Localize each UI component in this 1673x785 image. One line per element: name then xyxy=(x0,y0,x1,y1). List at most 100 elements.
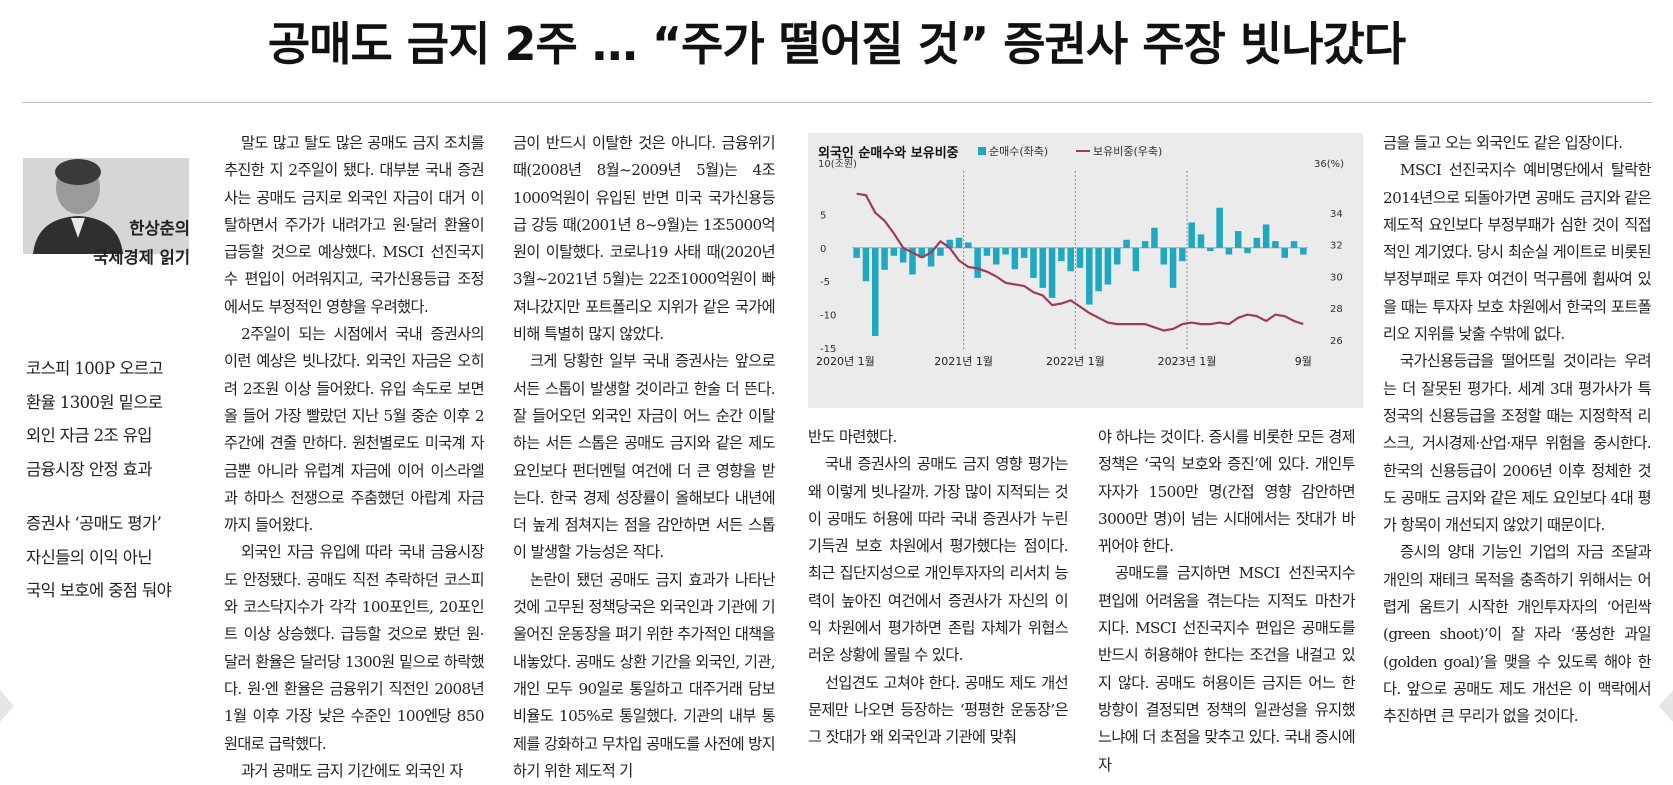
bar-35 xyxy=(1179,247,1186,262)
bar-3 xyxy=(881,247,888,270)
paragraph: 반도 마련했다. xyxy=(808,428,897,446)
summary-block-2: 증권사 ‘공매도 평가’ 자신들의 이익 아닌 국익 보호에 중점 둬야 xyxy=(26,507,206,608)
bar-6 xyxy=(909,247,916,275)
paragraph: 선입견도 고쳐야 한다. 공매도 제도 개선 문제만 나오면 등장하는 ‘평평한… xyxy=(808,673,1069,747)
bar-15 xyxy=(992,247,1000,265)
bar-23 xyxy=(1067,247,1074,272)
x-tick-label: 2023년 1월 xyxy=(1158,355,1217,368)
bar-45 xyxy=(1272,241,1279,248)
article-column-5: 금을 들고 오는 외국인도 같은 입장이다. MSCI 선진국지수 예비명단에서… xyxy=(1383,130,1652,731)
paragraph: 금을 들고 오는 외국인도 같은 입장이다. xyxy=(1383,134,1623,152)
legend-swatch xyxy=(1076,150,1090,152)
bar-17 xyxy=(1011,247,1019,270)
chart-title: 외국인 순매수와 보유비중 xyxy=(818,146,959,161)
bar-10 xyxy=(946,239,953,248)
y-right-tick: 26 xyxy=(1330,336,1343,347)
summary-block-1: 코스피 100P 오르고 환율 1300원 밑으로 외인 자금 2조 유입 금융… xyxy=(26,352,206,486)
bar-36 xyxy=(1188,222,1195,248)
bar-16 xyxy=(1002,247,1009,255)
summary-line: 자신들의 이익 아닌 xyxy=(26,547,153,567)
x-tick-label: 2022년 1월 xyxy=(1046,355,1105,368)
bar-8 xyxy=(927,247,935,267)
bar-37 xyxy=(1197,234,1205,248)
headline: 공매도 금지 2주 … “주가 떨어질 것” 증권사 주장 빗나갔다 xyxy=(267,17,1406,71)
y-right-tick: 32 xyxy=(1330,241,1343,252)
bar-33 xyxy=(1160,247,1168,265)
paragraph: 금이 반드시 이탈한 것은 아니다. 금융위기 때(2008년 8월~2009년… xyxy=(513,134,776,344)
bar-11 xyxy=(955,237,963,248)
author-name: 한상춘의 xyxy=(129,219,190,238)
legend-swatch xyxy=(978,147,986,155)
author-byline: 한상춘의 국제경제 읽기 xyxy=(80,214,190,272)
bar-13 xyxy=(974,247,981,278)
bar-12 xyxy=(965,242,972,248)
summary-line: 금융시장 안정 효과 xyxy=(26,459,153,479)
paragraph: 국내 증권사의 공매도 금지 영향 평가는 왜 이렇게 빗나갈까. 가장 많이 … xyxy=(808,455,1069,665)
summary-line: 증권사 ‘공매도 평가’ xyxy=(26,514,162,533)
y-right-tick: 34 xyxy=(1330,209,1343,220)
article-column-3: 반도 마련했다. 국내 증권사의 공매도 금지 영향 평가는 왜 이렇게 빗나갈… xyxy=(808,424,1069,752)
bar-41 xyxy=(1234,231,1242,248)
divider xyxy=(22,102,1652,103)
bar-14 xyxy=(983,247,991,256)
bar-38 xyxy=(1207,247,1214,252)
y-left-tick: -15 xyxy=(820,344,836,355)
y-right-tick: 30 xyxy=(1330,272,1343,283)
summary-line: 코스피 100P 오르고 xyxy=(26,359,164,378)
bar-30 xyxy=(1132,247,1140,272)
paragraph: 과거 공매도 금지 기간에도 외국인 자 xyxy=(241,761,463,780)
y-right-unit: 36(%) xyxy=(1314,159,1344,170)
bar-31 xyxy=(1141,241,1149,248)
paragraph: 야 하냐는 것이다. 증시를 비롯한 모든 경제정책은 ‘국익 보호와 증진’에… xyxy=(1098,428,1356,556)
bar-20 xyxy=(1039,247,1047,288)
bar-9 xyxy=(937,247,944,256)
bar-47 xyxy=(1290,241,1298,248)
x-tick-label: 9월 xyxy=(1295,355,1312,368)
paragraph: 공매도를 금지하면 MSCI 선진국지수 편입에 어려움을 겪는다는 지적도 마… xyxy=(1098,564,1356,774)
paragraph: 2주일이 되는 시점에서 국내 증권사의 이런 예상은 빗나갔다. 외국인 자금… xyxy=(224,325,485,535)
paragraph: 증시의 양대 기능인 기업의 자금 조달과 개인의 재테크 목적을 충족하기 위… xyxy=(1383,543,1652,726)
bar-1 xyxy=(862,247,870,282)
scroll-right-arrow[interactable] xyxy=(1659,690,1673,722)
legend-line: 보유비중(우축) xyxy=(1076,143,1162,159)
bar-5 xyxy=(899,247,907,263)
bar-26 xyxy=(1095,247,1102,292)
chart-plot: 10(조원) 5 0 -5 -10 -15 36(%) 34 32 30 28 26 2020년 1월 2… xyxy=(816,158,1344,368)
y-left-tick: 0 xyxy=(820,244,826,255)
bar-43 xyxy=(1253,237,1261,248)
bar-21 xyxy=(1048,247,1056,298)
bar-39 xyxy=(1216,207,1223,248)
bar-27 xyxy=(1104,247,1112,285)
bar-40 xyxy=(1225,247,1233,255)
paragraph: 외국인 자금 유입에 따라 국내 금융시장도 안정됐다. 공매도 직전 추락하던… xyxy=(224,543,485,753)
holding-ratio-line xyxy=(856,192,1304,332)
article-column-1: 말도 많고 탈도 많은 공매도 금지 조치를 추진한 지 2주일이 됐다. 대부… xyxy=(224,130,485,785)
author-photo xyxy=(23,158,189,254)
summary-line: 국익 보호에 중점 둬야 xyxy=(26,581,172,600)
summary-line: 외인 자금 2조 유입 xyxy=(26,426,153,445)
article-column-4: 야 하냐는 것이다. 증시를 비롯한 모든 경제정책은 ‘국익 보호와 증진’에… xyxy=(1098,424,1356,779)
chart: 외국인 순매수와 보유비중 순매수(좌축) 보유비중(우축) 10(조원) 5 0 -… xyxy=(808,133,1363,408)
y-left-unit: 10(조원) xyxy=(818,158,857,170)
bar-0 xyxy=(853,247,860,258)
bar-7 xyxy=(918,247,926,258)
bar-34 xyxy=(1169,247,1177,288)
y-left-tick: -5 xyxy=(820,277,830,288)
y-left-tick: -10 xyxy=(820,311,836,322)
bar-48 xyxy=(1300,247,1307,255)
bar-19 xyxy=(1030,247,1037,278)
bar-18 xyxy=(1020,247,1028,258)
paragraph: 크게 당황한 일부 국내 증권사는 앞으로 서든 스톱이 발생할 것이라고 한술… xyxy=(513,352,776,562)
x-tick-label: 2020년 1월 xyxy=(816,355,875,368)
bar-46 xyxy=(1281,247,1288,258)
summary-line: 환율 1300원 밑으로 xyxy=(26,392,163,412)
paragraph: MSCI 선진국지수 예비명단에서 탈락한 2014년으로 되돌아가면 공매도 … xyxy=(1383,161,1652,344)
bar-29 xyxy=(1123,239,1130,248)
paragraph: 국가신용등급을 떨어뜨릴 것이라는 우려는 더 잘못된 평가다. 세계 3대 평… xyxy=(1383,352,1652,535)
scroll-left-arrow[interactable] xyxy=(0,690,14,722)
bar-32 xyxy=(1151,227,1158,248)
y-left-tick: 5 xyxy=(820,210,826,221)
legend-label: 보유비중(우축) xyxy=(1093,145,1163,158)
bar-4 xyxy=(890,247,898,256)
bar-28 xyxy=(1113,247,1121,265)
